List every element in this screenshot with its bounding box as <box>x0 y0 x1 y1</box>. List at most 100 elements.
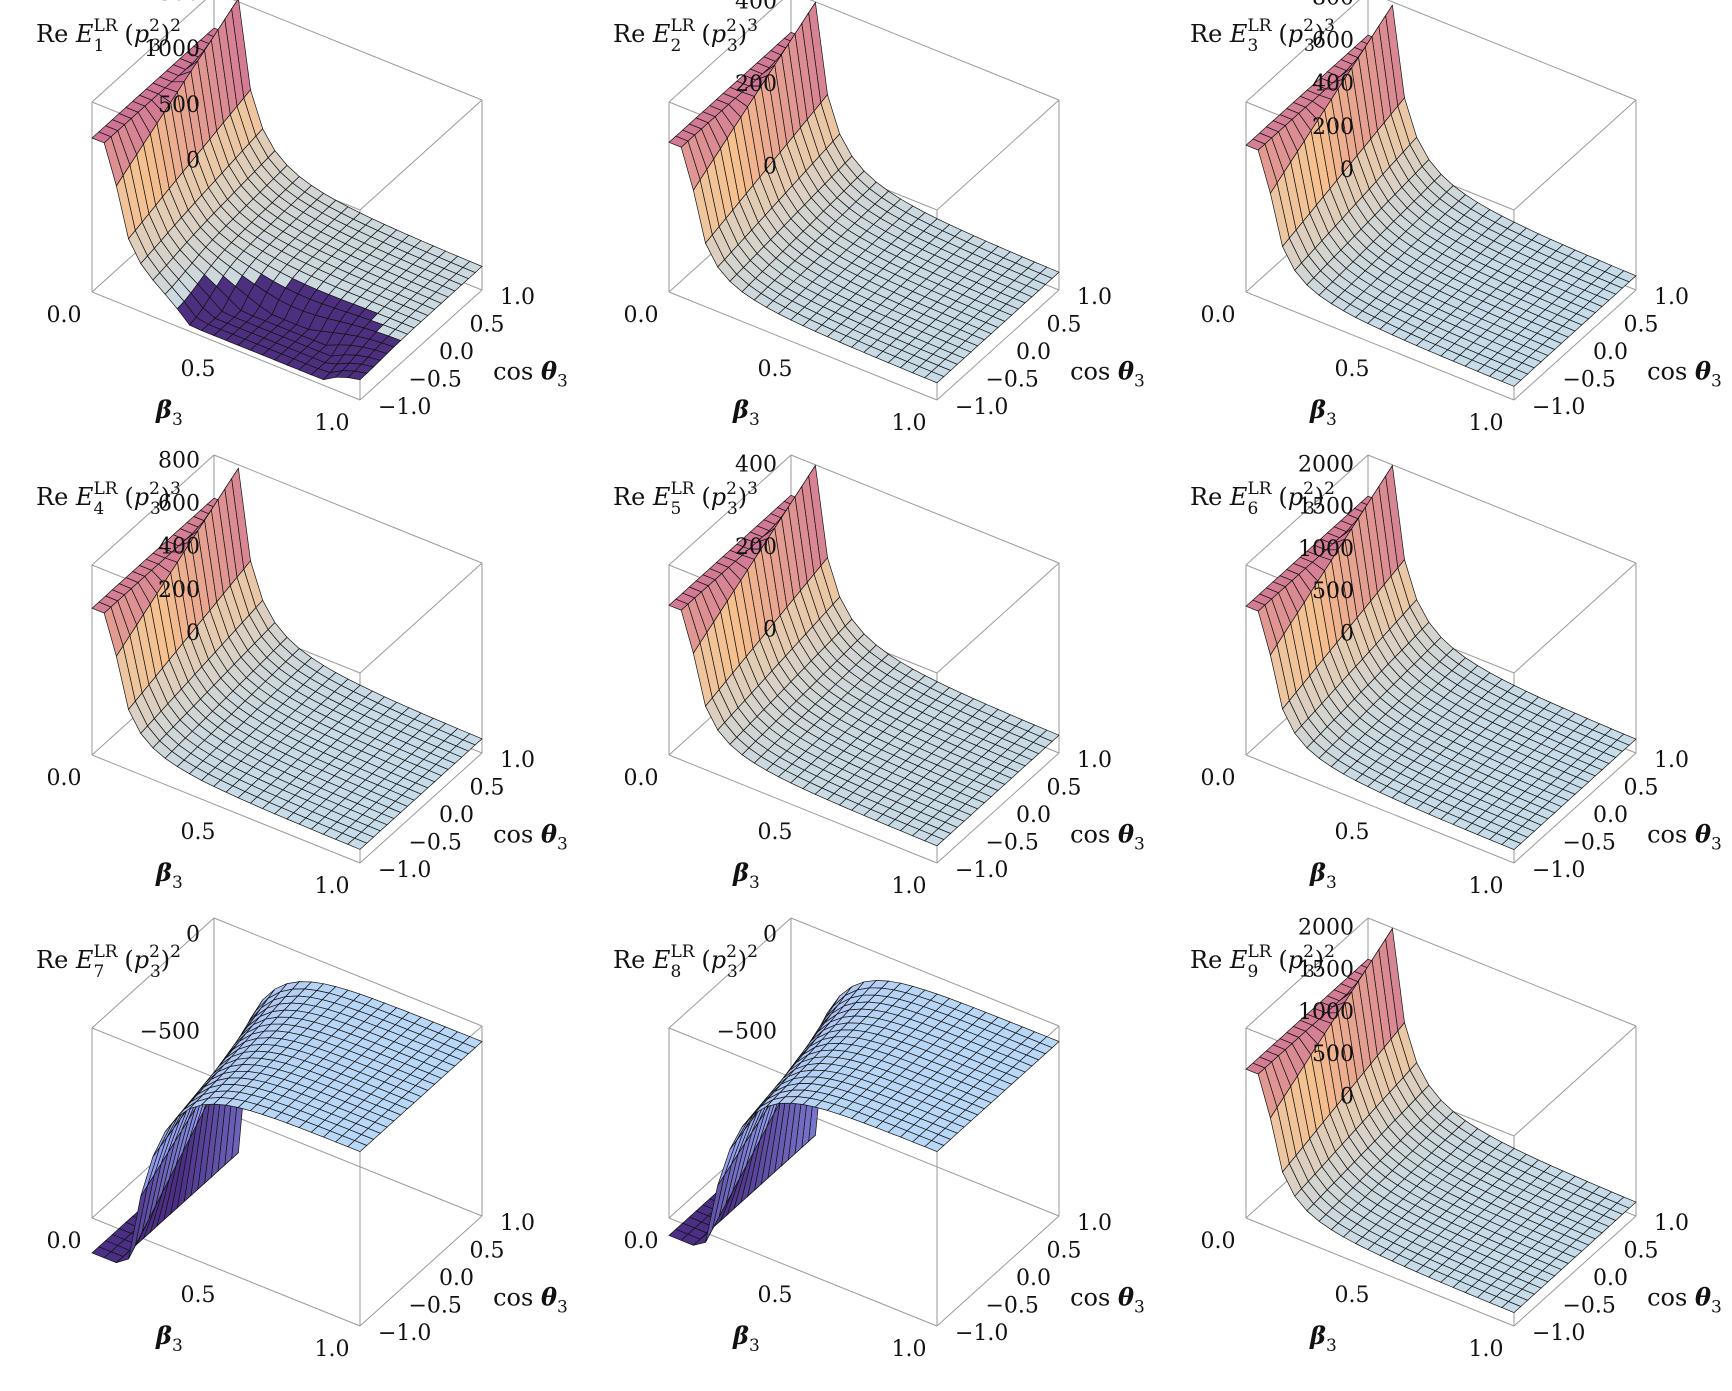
box-edge <box>1245 754 1515 864</box>
cos-tick-label: 1.0 <box>1654 1211 1689 1236</box>
beta-tick-label: 0.0 <box>624 766 659 791</box>
beta-tick-label: 1.0 <box>892 411 927 436</box>
beta-tick-label: 0.5 <box>181 357 216 382</box>
box-edge <box>359 752 483 864</box>
z-tick-label: 1000 <box>144 37 200 62</box>
surface-plot: 02004006008000.00.51.0−1.0−0.50.00.51.0β… <box>1190 0 1722 436</box>
beta-axis-label: β3 <box>732 1321 760 1356</box>
cos-tick-label: 0.5 <box>1047 313 1082 338</box>
cos-tick-label: 1.0 <box>1077 748 1112 773</box>
z-tick-label: 0 <box>1340 1084 1354 1109</box>
surface-panel-1: 0500100015000.00.51.0−1.0−0.50.00.51.0β3… <box>0 0 577 463</box>
z-tick-label: 0 <box>763 154 777 179</box>
cos-tick-label: −1.0 <box>1532 1321 1585 1346</box>
box-edge <box>91 917 215 1029</box>
z-tick-label: 1500 <box>144 0 200 6</box>
box-edge <box>91 454 215 566</box>
box-edge <box>668 454 792 566</box>
box-edge <box>668 0 783 103</box>
box-edge <box>936 99 1060 211</box>
z-tick-label: 500 <box>1312 579 1354 604</box>
box-edge <box>809 0 1060 101</box>
surface-patch <box>347 837 368 850</box>
beta-tick-label: 1.0 <box>892 874 927 899</box>
cos-axis-label: cos θ3 <box>1647 1283 1722 1318</box>
cos-tick-label: 0.5 <box>1047 776 1082 801</box>
cos-axis-label: cos θ3 <box>493 1283 568 1318</box>
panel-title: Re ELR 3 (p2 3)3 <box>1190 16 1335 56</box>
cos-tick-label: −0.5 <box>409 368 462 393</box>
beta-axis-label: β3 <box>1309 1321 1337 1356</box>
panel-title: Re ELR 7 (p2 3)2 <box>36 942 181 982</box>
cos-tick-label: 1.0 <box>1077 285 1112 310</box>
box-edge <box>1245 291 1515 401</box>
z-tick-label: 200 <box>158 578 200 603</box>
z-tick-label: −500 <box>717 1019 777 1044</box>
box-edge <box>668 917 792 1029</box>
beta-tick-label: 1.0 <box>892 1337 927 1362</box>
box-edge <box>1513 99 1637 211</box>
cos-tick-label: 0.0 <box>1593 1266 1628 1291</box>
z-tick-label: −500 <box>140 1019 200 1044</box>
box-edge <box>668 291 938 401</box>
box-edge <box>1513 752 1637 864</box>
cos-tick-label: 1.0 <box>1077 1211 1112 1236</box>
surface-patch <box>1501 374 1522 387</box>
box-edge <box>213 454 483 564</box>
z-tick-label: 2000 <box>1298 915 1354 940</box>
cos-tick-label: −0.5 <box>986 1294 1039 1319</box>
z-tick-label: 0 <box>186 149 200 174</box>
cos-axis-label: cos θ3 <box>1070 820 1145 855</box>
cos-tick-label: 0.0 <box>1016 1266 1051 1291</box>
cos-axis-label: cos θ3 <box>493 820 568 855</box>
beta-tick-label: 0.0 <box>624 1229 659 1254</box>
surface-mesh <box>1245 464 1637 851</box>
box-edge <box>1513 289 1637 401</box>
beta-tick-label: 0.0 <box>47 766 82 791</box>
cos-tick-label: −0.5 <box>1563 1294 1616 1319</box>
z-tick-label: 200 <box>735 72 777 97</box>
beta-tick-label: 0.0 <box>1201 766 1236 791</box>
beta-axis-label: β3 <box>1309 395 1337 430</box>
cos-axis-label: cos θ3 <box>1647 820 1722 855</box>
panel-title: Re ELR 6 (p2 3)2 <box>1190 479 1335 519</box>
cos-tick-label: 1.0 <box>500 748 535 773</box>
surface-patch <box>347 370 368 381</box>
panel-title: Re ELR 4 (p2 3)3 <box>36 479 181 519</box>
cos-tick-label: 0.5 <box>470 313 505 338</box>
box-edge <box>1245 1217 1515 1327</box>
beta-axis-label: β3 <box>155 1321 183 1356</box>
box-edge <box>232 0 483 101</box>
box-edge <box>936 562 1060 674</box>
cos-tick-label: 0.5 <box>1624 1239 1659 1264</box>
z-tick-label: 2000 <box>1298 452 1354 477</box>
cos-tick-label: −1.0 <box>378 395 431 420</box>
box-edge <box>1245 454 1369 566</box>
box-edge <box>1245 917 1369 1029</box>
surface-mesh <box>1245 927 1637 1314</box>
beta-axis-label: β3 <box>732 858 760 893</box>
beta-tick-label: 0.5 <box>1335 357 1370 382</box>
box-edge <box>790 454 1060 564</box>
z-tick-label: 1000 <box>1298 1000 1354 1025</box>
panel-title: Re ELR 1 (p2 3)2 <box>36 16 181 56</box>
beta-tick-label: 0.5 <box>758 1283 793 1308</box>
beta-tick-label: 1.0 <box>1469 411 1504 436</box>
beta-tick-label: 0.5 <box>1335 1283 1370 1308</box>
cos-tick-label: 0.5 <box>1624 776 1659 801</box>
surface-patch <box>924 371 945 384</box>
cos-tick-label: 0.0 <box>439 340 474 365</box>
z-tick-label: 800 <box>1312 0 1354 10</box>
z-tick-label: 0 <box>186 923 200 948</box>
cos-tick-label: 1.0 <box>1654 285 1689 310</box>
box-edge <box>668 754 938 864</box>
surface-panel-2: 0 200 400 0.0 0.5 1.0 −1.0 −0.5 0.0 0.5 1.0 β3 cos θ… <box>577 0 1154 463</box>
surface-mesh <box>668 979 1060 1246</box>
beta-axis-label: β3 <box>732 395 760 430</box>
z-tick-label: 0 <box>763 923 777 948</box>
z-tick-label: 400 <box>1312 72 1354 97</box>
z-tick-label: 800 <box>158 448 200 473</box>
surface-mesh <box>91 0 483 381</box>
